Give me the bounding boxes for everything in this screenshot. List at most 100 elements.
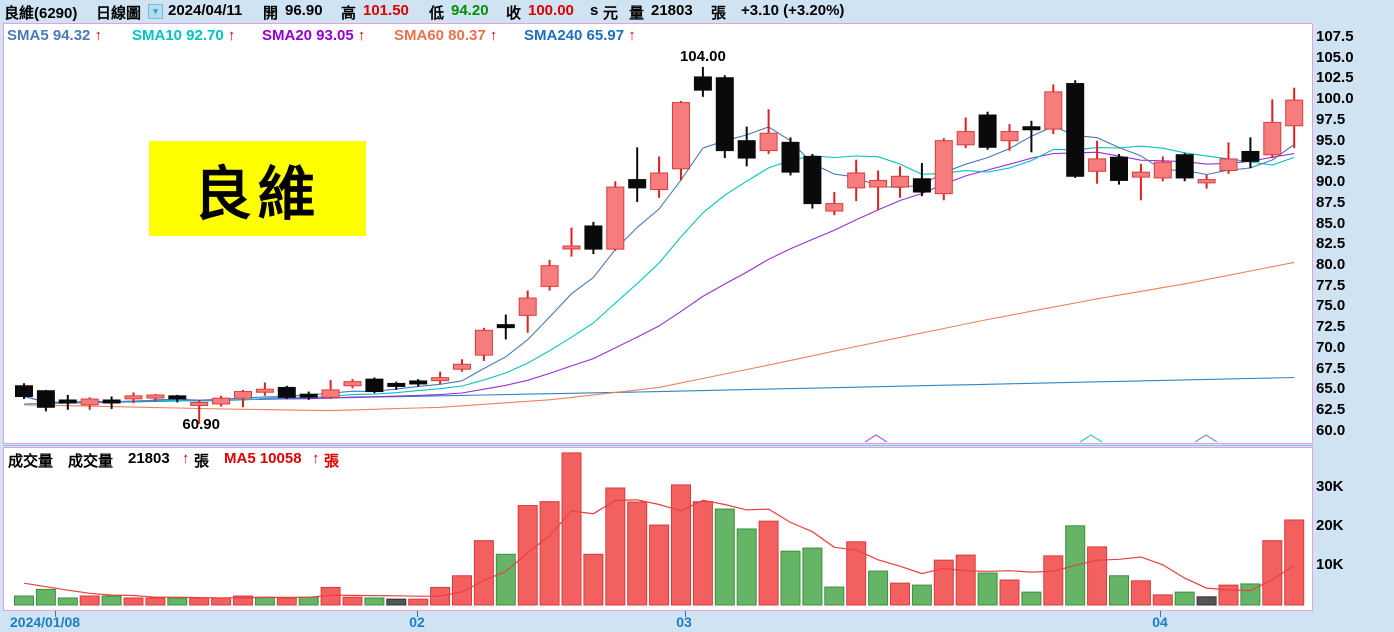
candle-bear[interactable] [168,395,187,400]
volume-bar[interactable] [123,597,144,606]
candle-bear[interactable] [1241,150,1260,162]
candle-bear[interactable] [584,225,603,250]
volume-bar[interactable] [167,597,188,606]
candle-bear[interactable] [409,380,428,385]
candle-bull[interactable] [934,140,953,195]
candle-bear[interactable] [387,382,406,387]
volume-bar[interactable] [1240,583,1261,606]
candle-bull[interactable] [1219,158,1238,171]
candle-bull[interactable] [562,245,581,250]
volume-bar[interactable] [211,597,232,606]
volume-bar[interactable] [1174,591,1195,606]
candle-bull[interactable] [1044,91,1063,130]
candle-bull[interactable] [474,329,493,356]
volume-canvas[interactable] [4,448,1312,610]
volume-bar[interactable] [254,596,275,606]
candle-bull[interactable] [146,394,165,399]
volume-bar[interactable] [342,596,363,606]
volume-bar[interactable] [890,582,910,606]
period-dropdown-icon[interactable]: ▾ [148,4,163,19]
volume-bar[interactable] [780,550,801,606]
candle-bear[interactable] [628,179,647,189]
volume-bar[interactable] [233,595,253,606]
volume-bar[interactable] [627,501,648,606]
volume-bar[interactable] [1087,546,1108,606]
volume-bar[interactable] [298,596,319,606]
volume-bar[interactable] [364,597,385,606]
candle-bull[interactable] [1088,158,1107,172]
volume-bar[interactable] [955,554,976,606]
candle-bull[interactable] [606,186,625,250]
candle-bear[interactable] [299,393,318,398]
candle-bull[interactable] [518,297,537,316]
candle-bear[interactable] [693,76,712,91]
volume-bar[interactable] [714,508,735,606]
candle-bear[interactable] [1022,126,1041,131]
volume-bar[interactable] [35,588,56,606]
candle-bull[interactable] [234,391,252,399]
candle-bull[interactable] [847,172,866,189]
volume-bar[interactable] [1262,540,1283,606]
candle-bull[interactable] [672,102,690,170]
candle-bear[interactable] [912,178,931,193]
volume-bar[interactable] [1021,591,1042,606]
volume-bar[interactable] [583,553,604,606]
candle-bull[interactable] [1153,161,1172,179]
candle-bull[interactable] [869,179,888,188]
candle-bear[interactable] [978,114,997,148]
candle-bull[interactable] [1197,179,1216,184]
volume-bar[interactable] [145,597,166,606]
candle-bull[interactable] [540,265,559,287]
candle-bear[interactable] [15,385,33,398]
candle-bull[interactable] [1131,171,1150,178]
candle-bull[interactable] [1285,99,1304,127]
volume-bar[interactable] [14,595,34,606]
candle-bear[interactable] [496,324,515,329]
volume-bar[interactable] [539,501,560,606]
candle-bull[interactable] [190,401,209,406]
candle-bear[interactable] [1175,154,1194,179]
candle-bull[interactable] [825,203,844,212]
volume-bar[interactable] [189,597,210,606]
candle-bear[interactable] [781,141,800,173]
volume-bar[interactable] [1130,580,1151,606]
candle-bear[interactable] [737,140,756,159]
volume-bar[interactable] [911,584,932,606]
candle-bear[interactable] [277,386,296,398]
volume-bar[interactable] [1043,555,1064,606]
candle-bull[interactable] [124,395,143,400]
volume-bar[interactable] [276,597,297,606]
volume-bar[interactable] [408,598,429,606]
candle-bull[interactable] [453,363,471,370]
candle-bear[interactable] [102,399,121,404]
volume-bar[interactable] [1218,584,1239,606]
volume-bar[interactable] [649,524,670,606]
volume-bar[interactable] [561,452,582,606]
candle-bear[interactable] [1110,156,1128,181]
volume-bar[interactable] [692,501,713,606]
volume-bar[interactable] [452,575,472,606]
volume-bar[interactable] [386,598,407,606]
volume-bar[interactable] [1109,575,1129,606]
volume-bar[interactable] [1196,596,1217,606]
volume-bar[interactable] [101,595,122,606]
volume-bar[interactable] [824,586,845,606]
volume-panel[interactable]: 成交量 成交量 21803 ↑ 張 MA5 10058 ↑ 張 [3,447,1313,611]
candle-bull[interactable] [343,381,362,387]
candle-bull[interactable] [1000,131,1019,142]
volume-bar[interactable] [933,559,954,606]
candle-bull[interactable] [255,388,274,393]
volume-bar[interactable] [802,547,823,606]
price-chart-canvas[interactable]: 104.00 60.90 [4,24,1312,443]
candle-bull[interactable] [321,389,340,398]
candle-bear[interactable] [803,155,822,205]
volume-bar[interactable] [495,553,516,606]
candle-bear[interactable] [36,390,55,408]
volume-bar[interactable] [79,595,100,606]
volume-bar[interactable] [1284,519,1305,606]
candle-bull[interactable] [212,397,231,405]
volume-bar[interactable] [57,597,78,606]
candle-bull[interactable] [956,131,975,146]
candle-bull[interactable] [759,132,778,152]
candle-bull[interactable] [431,377,450,382]
